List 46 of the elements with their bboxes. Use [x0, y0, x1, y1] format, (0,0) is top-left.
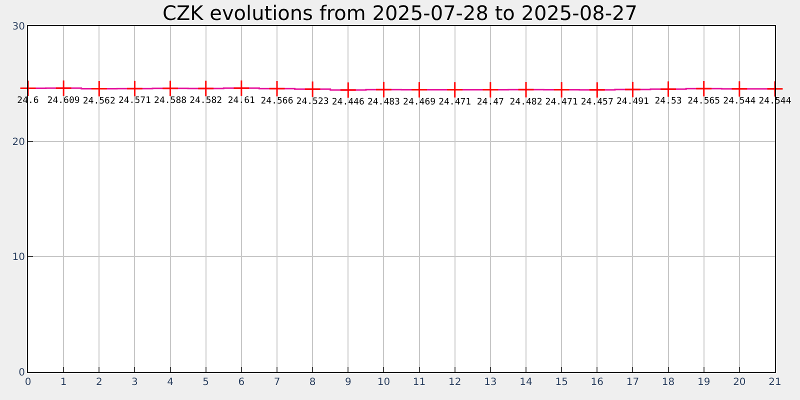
chart-title: CZK evolutions from 2025-07-28 to 2025-08-27: [162, 1, 638, 25]
data-label: 24.544: [723, 96, 756, 107]
data-label: 24.471: [438, 97, 472, 108]
data-label: 24.566: [260, 96, 294, 106]
x-tick-label: 9: [344, 377, 352, 388]
x-tick-label: 5: [202, 377, 210, 388]
x-tick-label: 6: [238, 377, 245, 388]
data-label: 24.523: [296, 96, 329, 107]
y-tick-label: 30: [12, 22, 25, 32]
x-tick-label: 13: [484, 377, 497, 388]
y-tick-label: 10: [12, 252, 25, 264]
x-tick-label: 7: [274, 377, 280, 388]
data-label: 24.582: [190, 96, 222, 106]
data-label: 24.47: [476, 97, 504, 108]
x-tick-label: 14: [520, 377, 532, 388]
x-tick-label: 2: [96, 377, 102, 388]
x-tick-label: 11: [412, 377, 426, 388]
y-tick-label: 20: [12, 136, 25, 148]
data-label: 24.491: [616, 97, 649, 108]
x-tick-label: 18: [662, 377, 675, 388]
data-label: 24.483: [367, 97, 400, 108]
x-tick-label: 20: [733, 377, 746, 388]
x-tick-label: 8: [309, 377, 316, 388]
x-tick-label: 15: [555, 377, 568, 388]
data-label: 24.61: [228, 96, 255, 106]
data-label: 24.588: [154, 96, 187, 106]
data-label: 24.482: [510, 97, 542, 108]
x-tick-label: 16: [590, 377, 604, 388]
data-label: 24.446: [332, 98, 364, 108]
x-tick-label: 3: [132, 377, 138, 388]
data-label: 24.609: [47, 96, 80, 106]
data-label: 24.562: [82, 96, 116, 106]
x-tick-label: 17: [626, 377, 640, 388]
y-tick-label: 0: [18, 368, 25, 378]
x-tick-label: 1: [60, 377, 67, 388]
data-label: 24.457: [580, 98, 614, 108]
data-label: 24.565: [688, 96, 720, 106]
x-tick-label: 4: [167, 377, 174, 388]
x-tick-label: 21: [768, 377, 782, 388]
x-tick-label: 10: [377, 377, 390, 388]
data-label: 24.53: [654, 96, 682, 107]
data-label: 24.469: [403, 97, 436, 108]
x-tick-label: 19: [697, 377, 710, 388]
data-label: 24.471: [545, 97, 578, 108]
x-tick-label: 12: [448, 377, 462, 388]
data-label: 24.571: [118, 96, 151, 106]
